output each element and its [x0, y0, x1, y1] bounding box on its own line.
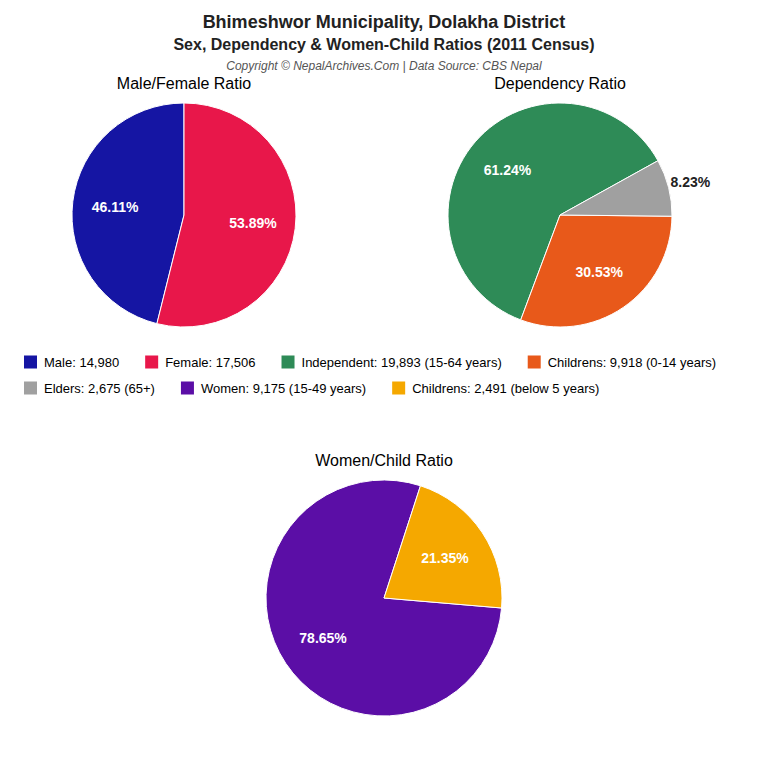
- legend-label: Women: 9,175 (15-49 years): [201, 381, 366, 396]
- annotation: Copyright © NepalArchives.Com | Data Sou…: [226, 59, 542, 73]
- slice: [157, 103, 296, 327]
- data-label: 8.23%: [670, 174, 710, 190]
- pie-title: Male/Female Ratio: [117, 75, 251, 92]
- pie: Male/Female Ratio 46.11% 53.89%: [72, 75, 296, 327]
- data-label: 61.24%: [484, 162, 532, 178]
- legend-swatch: [282, 356, 295, 369]
- legend-label: Independent: 19,893 (15-64 years): [302, 355, 502, 370]
- legend-item: Male: 14,980: [24, 355, 119, 370]
- pie-title: Women/Child Ratio: [315, 452, 453, 469]
- data-label: 21.35%: [421, 550, 469, 566]
- legend-label: Female: 17,506: [165, 355, 255, 370]
- legend-label: Male: 14,980: [44, 355, 119, 370]
- legend: Male: 14,980 Female: 17,506 Independent: 1…: [24, 355, 716, 396]
- chart-root: Bhimeshwor Municipality, Dolakha Distric…: [0, 0, 768, 768]
- slice: [266, 480, 502, 716]
- data-label: 78.65%: [299, 630, 347, 646]
- legend-swatch: [181, 382, 194, 395]
- legend-item: Independent: 19,893 (15-64 years): [282, 355, 502, 370]
- pie: Dependency Ratio 61.24% 30.53% 8.23%: [448, 75, 711, 327]
- legend-item: Elders: 2,675 (65+): [24, 381, 155, 396]
- legend-swatch: [528, 356, 541, 369]
- legend-swatch: [24, 356, 37, 369]
- legend-label: Elders: 2,675 (65+): [44, 381, 155, 396]
- pie-title: Dependency Ratio: [494, 75, 626, 92]
- subtitle: Sex, Dependency & Women-Child Ratios (20…: [173, 36, 594, 53]
- legend-swatch: [24, 382, 37, 395]
- data-label: 30.53%: [576, 264, 624, 280]
- legend-item: Female: 17,506: [145, 355, 255, 370]
- legend-item: Women: 9,175 (15-49 years): [181, 381, 366, 396]
- legend-swatch: [145, 356, 158, 369]
- slice: [560, 161, 672, 217]
- legend-item: Childrens: 9,918 (0-14 years): [528, 355, 716, 370]
- slice: [384, 486, 502, 608]
- legend-swatch: [392, 382, 405, 395]
- legend-item: Childrens: 2,491 (below 5 years): [392, 381, 599, 396]
- legend-label: Childrens: 2,491 (below 5 years): [412, 381, 599, 396]
- data-label: 53.89%: [229, 215, 277, 231]
- title: Bhimeshwor Municipality, Dolakha Distric…: [203, 12, 566, 32]
- data-label: 46.11%: [92, 199, 139, 215]
- slice: [521, 215, 672, 327]
- pie: Women/Child Ratio 78.65% 21.35%: [266, 452, 502, 716]
- legend-label: Childrens: 9,918 (0-14 years): [548, 355, 716, 370]
